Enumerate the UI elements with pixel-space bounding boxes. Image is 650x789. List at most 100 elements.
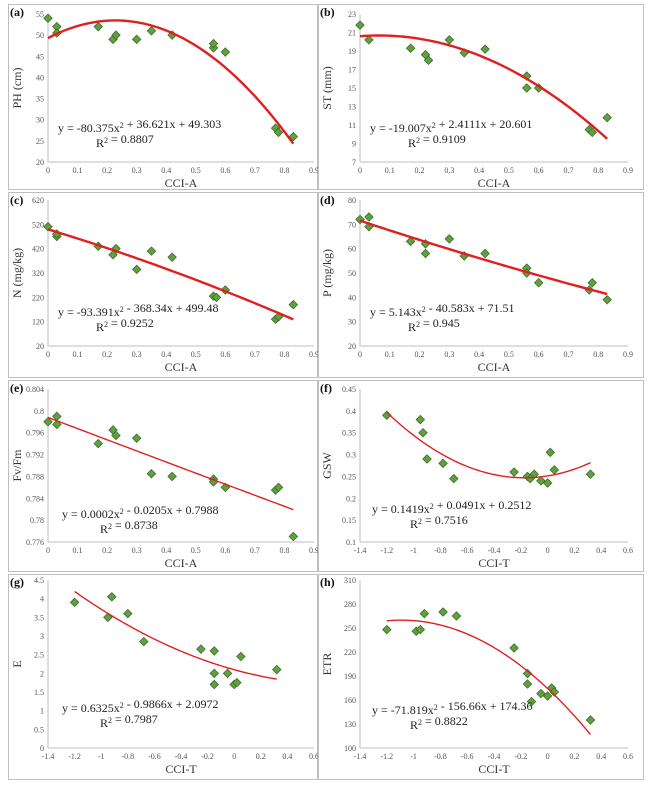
y-tick-label: 0.45 [342,385,356,394]
r-squared: R2 = 0.9252 [96,316,154,334]
y-tick-label: 0.8 [34,407,44,416]
panel-frame [8,192,318,378]
x-tick-label: 0.2 [102,166,112,175]
data-point-marker [167,471,177,482]
data-point-marker [146,468,157,479]
data-point-marker [585,469,596,480]
x-tick-label: 0.2 [102,546,112,555]
y-tick-label: 9 [352,140,356,149]
data-point-marker [220,47,231,57]
y-tick-label: 310 [344,576,356,585]
data-point-marker [167,252,177,262]
fit-curve [47,416,294,511]
x-tick-label: 0.4 [596,546,606,555]
x-tick-label: -1 [98,752,105,761]
data-point-marker [69,597,80,608]
data-point-marker [52,419,62,430]
data-point-marker [526,696,537,707]
panel-d: 0 0.1 0.2 0.3 0.4 0.5 0.6 0.7 0.8 0.9 20 30 40 50 60 70… [318,192,644,378]
data-point-marker [602,112,612,123]
y-axis-title: P (mg/kg) [320,249,334,297]
y-axis-title: ETR [320,653,334,676]
panel-frame [8,574,318,780]
x-axis-title: CCI-A [165,360,198,374]
x-tick-label: 0.2 [569,546,579,555]
data-points [382,607,596,725]
panel-label: (h) [320,575,335,589]
y-tick-label: 0 [40,744,44,753]
data-point-marker [131,264,142,275]
data-point-marker [364,212,374,222]
x-tick-label: 0.9 [309,546,319,555]
y-axis-title: N (mg/kg) [10,248,24,298]
data-point-marker [533,277,544,288]
y-tick-label: 0.796 [26,429,44,438]
data-point-marker [438,458,448,469]
x-tick-label: 0 [546,752,550,761]
y-tick-label: 2 [40,669,44,678]
data-point-marker [108,249,118,260]
panel-label: (d) [320,193,335,207]
y-tick-label: 0.804 [26,385,44,394]
y-tick-label: 19 [348,47,356,56]
data-point-marker [444,35,455,45]
data-point-marker [236,651,246,662]
x-tick-label: 0.2 [415,166,425,175]
data-points [355,212,612,305]
panel-frame [8,380,318,572]
data-point-marker [364,35,374,45]
data-point-marker [196,644,206,654]
panel-a: 0 0.1 0.2 0.3 0.4 0.5 0.6 0.7 0.8 0.9 20 25 30 35 40 45… [8,4,319,190]
x-tick-label: -0.2 [514,752,527,761]
x-tick-label: 0.4 [474,166,484,175]
x-tick-label: 0 [232,752,236,761]
y-tick-label: 3.5 [34,613,44,622]
data-point-marker [271,664,282,675]
x-tick-label: 0.6 [534,166,544,175]
y-tick-label: 120 [32,318,44,327]
y-tick-label: 190 [344,672,356,681]
data-point-marker [529,469,539,480]
x-tick-label: 0.8 [279,350,289,359]
y-tick-label: 320 [32,269,44,278]
data-point-marker [449,473,459,484]
data-point-marker [509,467,519,477]
data-point-marker [545,447,556,458]
panel-c: 0 0.1 0.2 0.3 0.4 0.5 0.6 0.7 0.8 0.9 20 120 220 320 4… [8,192,319,378]
x-tick-label: 0.2 [256,752,266,761]
x-tick-label: 0.6 [534,350,544,359]
x-tick-label: 0.7 [563,350,573,359]
x-tick-label: 0.1 [73,350,83,359]
data-point-marker [146,26,157,36]
data-point-marker [587,277,598,288]
data-point-marker [123,608,133,619]
data-points [355,20,612,138]
fit-equation: y = 5.143x2 - 40.583x + 71.51 [370,301,515,319]
fit-curve [47,19,295,145]
data-point-marker [536,688,546,699]
panel-h: -1.4 -1.2 -1 -0.8 -0.6 -0.4 -0.2 0 0.2 0.4 0.6 100 1… [318,574,644,780]
y-tick-label: 0.15 [342,516,356,525]
y-tick-label: 0.5 [34,725,44,734]
data-point-marker [209,668,220,679]
data-point-marker [549,465,560,475]
x-tick-label: 0.7 [250,350,260,359]
x-tick-label: 0.3 [132,166,142,175]
fit-equation: y = 0.1419x2 + 0.0491x + 0.2512 [372,498,531,516]
x-tick-label: -1 [410,752,417,761]
data-point-marker [423,55,434,66]
data-point-marker [549,687,560,697]
x-tick-label: 0.7 [250,546,260,555]
panel-g: -1.4 -1.2 -1 -0.8 -0.6 -0.4 -0.2 0 0.2 0.4 0.6 0 0.5… [8,574,319,780]
x-tick-label: 0.9 [309,166,319,175]
data-point-marker [111,430,121,441]
data-point-marker [103,612,113,623]
x-tick-label: 0.6 [220,350,230,359]
x-tick-label: 0.2 [569,752,579,761]
x-tick-label: -1.2 [68,752,81,761]
fit-equation: y = 0.6325x2 - 0.9866x + 2.0972 [62,697,219,715]
fit-curve [47,228,294,321]
data-point-marker [288,299,299,310]
